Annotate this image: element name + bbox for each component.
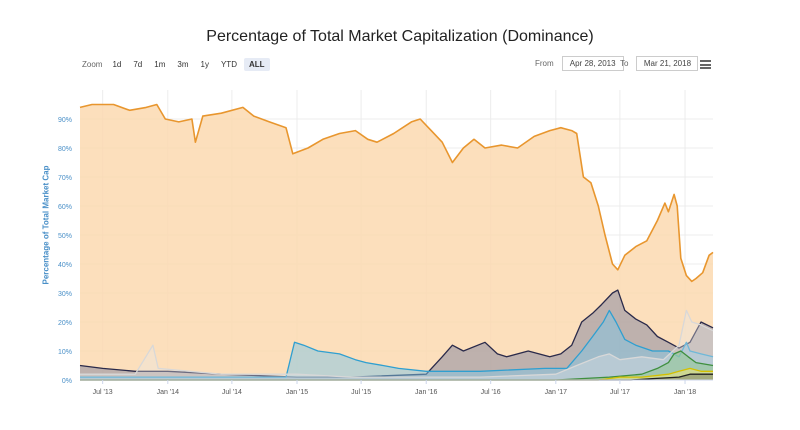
zoom-label: Zoom <box>82 60 103 69</box>
x-tick-label: Jul '15 <box>351 389 371 396</box>
zoom-button-all[interactable]: ALL <box>243 58 270 71</box>
zoom-button-1y[interactable]: 1y <box>200 60 209 69</box>
hamburger-menu-icon[interactable] <box>700 60 711 69</box>
zoom-controls: Zoom 1d 7d 1m 3m 1y YTD ALL <box>82 58 270 71</box>
chart-title: Percentage of Total Market Capitalizatio… <box>206 28 594 45</box>
y-tick-label: 10% <box>58 349 72 356</box>
series-line-0 <box>79 103 714 283</box>
zoom-button-7d[interactable]: 7d <box>133 60 143 69</box>
range-from-input[interactable]: Apr 28, 2013 <box>561 56 624 71</box>
series-area-1 <box>80 290 713 380</box>
y-tick-label: 80% <box>58 146 72 153</box>
x-tick-label: Jan '16 <box>415 389 437 396</box>
y-tick-label: 60% <box>58 204 72 211</box>
x-tick-label: Jan '18 <box>674 389 696 396</box>
zoom-button-ytd[interactable]: YTD <box>220 60 237 69</box>
x-tick-label: Jul '13 <box>93 389 113 396</box>
series-area-0 <box>80 104 713 380</box>
y-tick-label: 40% <box>58 262 72 269</box>
range-to-label: To <box>620 59 629 68</box>
x-tick-label: Jan '15 <box>286 389 308 396</box>
series-line-5 <box>80 367 713 381</box>
y-tick-label: 20% <box>58 320 72 327</box>
range-from-label: From <box>535 59 554 68</box>
range-from: From Apr 28, 2013 <box>535 56 624 71</box>
axis-layer: 0% 10% 20% 30% 40% 50% 60% 70% 80% 90% Jul '13 Jan … <box>58 117 713 396</box>
series-line-4 <box>80 350 714 381</box>
zoom-button-1d[interactable]: 1d <box>112 60 122 69</box>
y-tick-label: 90% <box>58 117 72 124</box>
y-tick-label: 0% <box>62 378 72 385</box>
x-tick-label: Jul '14 <box>222 389 242 396</box>
series-layer <box>79 103 714 381</box>
y-tick-label: 70% <box>58 175 72 182</box>
y-tick-label: 50% <box>58 233 72 240</box>
x-tick-label: Jan '17 <box>545 389 567 396</box>
x-tick-label: Jul '16 <box>481 389 501 396</box>
x-tick-label: Jan '14 <box>157 389 179 396</box>
series-line-2 <box>80 309 714 378</box>
y-tick-label: 30% <box>58 291 72 298</box>
x-tick-label: Jul '17 <box>610 389 630 396</box>
range-to: To Mar 21, 2018 <box>620 56 699 71</box>
range-to-input[interactable]: Mar 21, 2018 <box>636 56 699 71</box>
series-line-3 <box>80 309 714 378</box>
zoom-button-1m[interactable]: 1m <box>154 60 166 69</box>
zoom-button-3m[interactable]: 3m <box>177 60 189 69</box>
